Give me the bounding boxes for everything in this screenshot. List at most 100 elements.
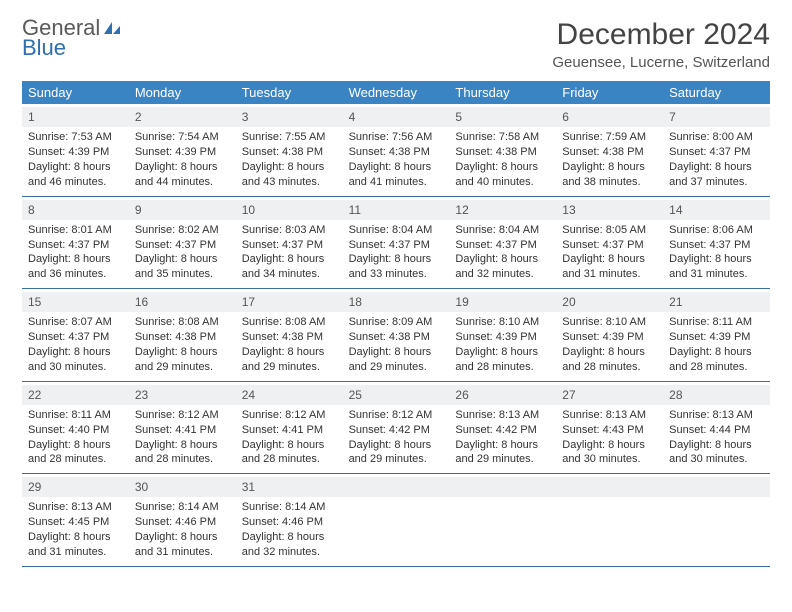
brand-line2: Blue: [22, 38, 122, 58]
header: General Blue December 2024 Geuensee, Luc…: [22, 18, 770, 71]
day-number: 16: [129, 292, 236, 312]
day-number: 9: [129, 200, 236, 220]
calendar-week: 1Sunrise: 7:53 AMSunset: 4:39 PMDaylight…: [22, 104, 770, 197]
day-number: 7: [663, 107, 770, 127]
day-details: Sunrise: 8:08 AMSunset: 4:38 PMDaylight:…: [135, 315, 230, 374]
weekday-label: Sunday: [22, 81, 129, 104]
location-text: Geuensee, Lucerne, Switzerland: [552, 54, 770, 71]
day-details: Sunrise: 8:13 AMSunset: 4:42 PMDaylight:…: [455, 408, 550, 467]
day-number: 27: [556, 385, 663, 405]
day-details: Sunrise: 7:56 AMSunset: 4:38 PMDaylight:…: [349, 130, 444, 189]
day-number: 13: [556, 200, 663, 220]
day-number: [449, 477, 556, 497]
calendar-day: 1Sunrise: 7:53 AMSunset: 4:39 PMDaylight…: [22, 104, 129, 196]
weekday-label: Wednesday: [343, 81, 450, 104]
page-title: December 2024: [552, 18, 770, 52]
calendar-day: 20 Sunrise: 8:10 AMSunset: 4:39 PMDayligh…: [556, 289, 663, 381]
calendar-day: 31Sunrise: 8:14 AMSunset: 4:46 PMDayligh…: [236, 474, 343, 566]
calendar-day: 11 Sunrise: 8:04 AMSunset: 4:37 PMDayligh…: [343, 197, 450, 289]
day-number: 21: [663, 292, 770, 312]
calendar-week: 15 Sunrise: 8:07 AMSunset: 4:37 PMDayligh…: [22, 289, 770, 382]
day-details: Sunrise: 8:00 AMSunset: 4:37 PMDaylight:…: [669, 130, 764, 189]
day-number: 15: [22, 292, 129, 312]
day-number: 30: [129, 477, 236, 497]
day-details: Sunrise: 8:04 AMSunset: 4:37 PMDaylight:…: [349, 223, 444, 282]
calendar-day: 3 Sunrise: 7:55 AMSunset: 4:38 PMDaylight…: [236, 104, 343, 196]
day-details: Sunrise: 8:04 AMSunset: 4:37 PMDaylight:…: [455, 223, 550, 282]
day-details: Sunrise: 7:58 AMSunset: 4:38 PMDaylight:…: [455, 130, 550, 189]
calendar-day: 26 Sunrise: 8:13 AMSunset: 4:42 PMDayligh…: [449, 382, 556, 474]
calendar-day: 29Sunrise: 8:13 AMSunset: 4:45 PMDayligh…: [22, 474, 129, 566]
day-number: 1: [22, 107, 129, 127]
weekday-label: Tuesday: [236, 81, 343, 104]
calendar-day: 17Sunrise: 8:08 AMSunset: 4:38 PMDayligh…: [236, 289, 343, 381]
weekday-label: Friday: [556, 81, 663, 104]
calendar-day: 12 Sunrise: 8:04 AMSunset: 4:37 PMDayligh…: [449, 197, 556, 289]
day-details: Sunrise: 8:07 AMSunset: 4:37 PMDaylight:…: [28, 315, 123, 374]
calendar-day: 25 Sunrise: 8:12 AMSunset: 4:42 PMDayligh…: [343, 382, 450, 474]
calendar-day: 15 Sunrise: 8:07 AMSunset: 4:37 PMDayligh…: [22, 289, 129, 381]
day-number: 3: [236, 107, 343, 127]
day-number: 22: [22, 385, 129, 405]
day-number: 8: [22, 200, 129, 220]
day-number: 17: [236, 292, 343, 312]
day-number: 23: [129, 385, 236, 405]
day-number: [663, 477, 770, 497]
day-details: Sunrise: 8:13 AMSunset: 4:45 PMDaylight:…: [28, 500, 123, 559]
brand-logo: General Blue: [22, 18, 122, 58]
calendar-day: 21 Sunrise: 8:11 AMSunset: 4:39 PMDayligh…: [663, 289, 770, 381]
day-details: Sunrise: 8:12 AMSunset: 4:42 PMDaylight:…: [349, 408, 444, 467]
calendar-day: 28Sunrise: 8:13 AMSunset: 4:44 PMDayligh…: [663, 382, 770, 474]
calendar-day: 18 Sunrise: 8:09 AMSunset: 4:38 PMDayligh…: [343, 289, 450, 381]
calendar-week: 8 Sunrise: 8:01 AMSunset: 4:37 PMDaylight…: [22, 197, 770, 290]
day-details: Sunrise: 8:12 AMSunset: 4:41 PMDaylight:…: [135, 408, 230, 467]
day-number: 18: [343, 292, 450, 312]
day-number: 20: [556, 292, 663, 312]
day-number: [556, 477, 663, 497]
day-details: Sunrise: 8:12 AMSunset: 4:41 PMDaylight:…: [242, 408, 337, 467]
day-details: Sunrise: 8:05 AMSunset: 4:37 PMDaylight:…: [562, 223, 657, 282]
calendar-day: 7 Sunrise: 8:00 AMSunset: 4:37 PMDaylight…: [663, 104, 770, 196]
day-details: Sunrise: 8:09 AMSunset: 4:38 PMDaylight:…: [349, 315, 444, 374]
calendar-day: 9 Sunrise: 8:02 AMSunset: 4:37 PMDaylight…: [129, 197, 236, 289]
day-details: Sunrise: 8:03 AMSunset: 4:37 PMDaylight:…: [242, 223, 337, 282]
calendar-day: 23 Sunrise: 8:12 AMSunset: 4:41 PMDayligh…: [129, 382, 236, 474]
calendar-day: 4Sunrise: 7:56 AMSunset: 4:38 PMDaylight…: [343, 104, 450, 196]
calendar-day: 30 Sunrise: 8:14 AMSunset: 4:46 PMDayligh…: [129, 474, 236, 566]
day-details: Sunrise: 7:54 AMSunset: 4:39 PMDaylight:…: [135, 130, 230, 189]
title-block: December 2024 Geuensee, Lucerne, Switzer…: [552, 18, 770, 71]
day-details: Sunrise: 8:14 AMSunset: 4:46 PMDaylight:…: [242, 500, 337, 559]
day-details: Sunrise: 8:02 AMSunset: 4:37 PMDaylight:…: [135, 223, 230, 282]
calendar-day: 6Sunrise: 7:59 AMSunset: 4:38 PMDaylight…: [556, 104, 663, 196]
calendar-day: 16 Sunrise: 8:08 AMSunset: 4:38 PMDayligh…: [129, 289, 236, 381]
day-number: 10: [236, 200, 343, 220]
calendar: Sunday Monday Tuesday Wednesday Thursday…: [22, 81, 770, 567]
calendar-day: 5Sunrise: 7:58 AMSunset: 4:38 PMDaylight…: [449, 104, 556, 196]
calendar-day: [663, 474, 770, 566]
day-number: 26: [449, 385, 556, 405]
day-number: 6: [556, 107, 663, 127]
day-details: Sunrise: 8:10 AMSunset: 4:39 PMDaylight:…: [562, 315, 657, 374]
calendar-day: 8 Sunrise: 8:01 AMSunset: 4:37 PMDaylight…: [22, 197, 129, 289]
day-number: 11: [343, 200, 450, 220]
calendar-day: 19 Sunrise: 8:10 AMSunset: 4:39 PMDayligh…: [449, 289, 556, 381]
calendar-day: 2 Sunrise: 7:54 AMSunset: 4:39 PMDaylight…: [129, 104, 236, 196]
calendar-day: [449, 474, 556, 566]
day-number: 25: [343, 385, 450, 405]
day-details: Sunrise: 8:13 AMSunset: 4:43 PMDaylight:…: [562, 408, 657, 467]
day-details: Sunrise: 8:14 AMSunset: 4:46 PMDaylight:…: [135, 500, 230, 559]
day-details: Sunrise: 8:13 AMSunset: 4:44 PMDaylight:…: [669, 408, 764, 467]
day-details: Sunrise: 8:10 AMSunset: 4:39 PMDaylight:…: [455, 315, 550, 374]
calendar-week: 29Sunrise: 8:13 AMSunset: 4:45 PMDayligh…: [22, 474, 770, 567]
calendar-day: [556, 474, 663, 566]
day-number: 2: [129, 107, 236, 127]
day-details: Sunrise: 8:11 AMSunset: 4:39 PMDaylight:…: [669, 315, 764, 374]
day-number: 24: [236, 385, 343, 405]
calendar-week: 22Sunrise: 8:11 AMSunset: 4:40 PMDayligh…: [22, 382, 770, 475]
day-details: Sunrise: 8:01 AMSunset: 4:37 PMDaylight:…: [28, 223, 123, 282]
weekday-label: Saturday: [663, 81, 770, 104]
day-number: 12: [449, 200, 556, 220]
day-number: 19: [449, 292, 556, 312]
day-details: Sunrise: 7:55 AMSunset: 4:38 PMDaylight:…: [242, 130, 337, 189]
brand-sail-icon: [102, 20, 122, 36]
